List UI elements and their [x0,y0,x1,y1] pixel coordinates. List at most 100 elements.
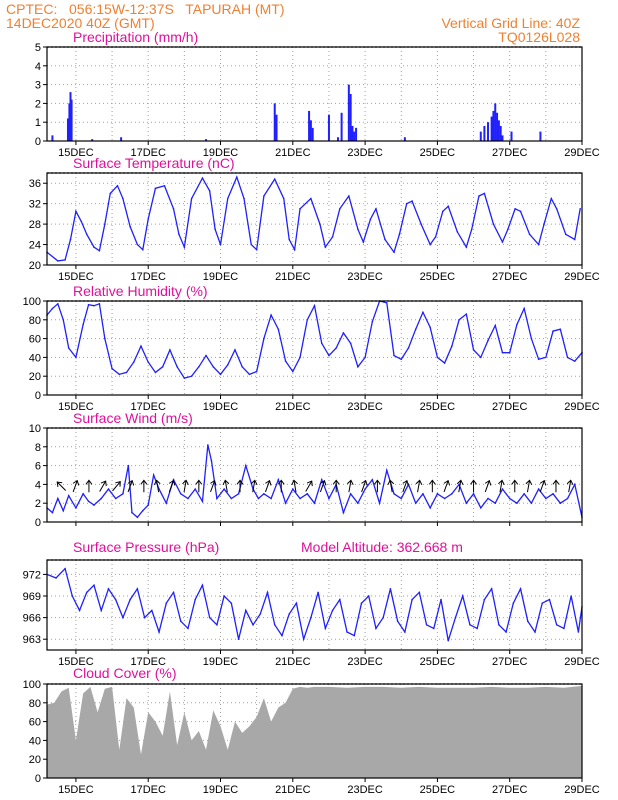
data-point [545,356,547,359]
data-point [169,349,171,351]
wind-arrow [361,479,368,493]
data-point [313,502,316,505]
data-point [51,307,54,310]
data-point [178,233,180,236]
data-point [422,311,424,314]
data-point [241,366,244,368]
data-point [172,591,175,594]
data-point [248,373,251,376]
data-point [563,627,565,630]
precip-bar [205,139,208,141]
wind-arrow-head [387,479,395,486]
data-point [179,493,182,495]
x-tick-label: 29DEC [564,784,600,796]
data-point [299,207,301,210]
wind-arrow-head [140,479,148,485]
precip-bar [70,99,73,141]
precip-bar [353,131,356,141]
x-tick-label: 27DEC [492,147,528,159]
x-tick-label: 15DEC [58,147,94,159]
y-tick-label: 36 [29,178,41,190]
data-point [147,218,150,220]
x-tick-label: 15DEC [58,271,94,283]
precip-bar [308,110,311,141]
data-point [566,356,569,359]
wind-arrow-shaft [417,480,421,493]
data-point [93,504,95,506]
wind-arrow [305,480,313,492]
data-point [530,502,533,505]
wind-arrow [415,479,423,493]
wind-arrow [319,479,327,493]
wind-arrow-shaft [568,480,572,493]
data-point [194,488,197,490]
data-point [447,639,450,642]
data-point [302,638,305,640]
data-point [414,328,417,331]
data-point [208,190,211,192]
data-point [487,339,489,342]
y-tick-label: 0 [35,517,41,529]
data-point [245,609,247,612]
y-tick-label: 2 [35,498,41,510]
wind-arrow-head [511,479,519,485]
x-tick-label: 29DEC [564,271,600,283]
data-point [385,469,388,472]
wind-arrow [566,479,574,493]
x-tick-label: 19DEC [203,656,239,668]
precip-bar [309,120,312,141]
data-point [190,197,193,200]
plot-area [47,428,582,522]
panel-6: 0 20 40 60 80 100 15DEC 17DEC 19DEC 21DEC 23DEC 25D… [23,665,600,796]
wind-arrow-shaft [127,480,133,493]
x-tick-label: 19DEC [203,784,239,796]
data-point [461,595,464,597]
wind-arrow-shaft [361,480,367,493]
x-tick-label: 19DEC [203,147,239,159]
data-point [104,337,106,340]
wind-arrow [153,479,161,493]
data-point [494,502,497,505]
x-tick-label: 17DEC [130,147,166,159]
data-point [292,488,294,490]
y-tick-label: 20 [29,260,41,272]
y-tick-label: 20 [29,754,41,766]
precip-bar [347,84,350,141]
data-point [147,361,150,363]
data-point [393,251,395,254]
data-point [201,177,204,179]
data-point [172,478,175,481]
data-point [64,567,66,570]
data-point [140,345,142,347]
data-point [163,184,166,187]
data-point [255,248,258,251]
data-point [299,356,301,359]
wind-arrow-head [56,481,63,488]
wind-arrow [222,479,230,493]
data-point [190,375,193,378]
data-point [534,631,536,633]
precip-bar [120,137,123,141]
y-tick-label: 6 [35,461,41,473]
data-point [472,349,475,351]
panel-4: 0 2 4 6 8 10 Surface Wind (m/s) [29,410,583,529]
data-point [384,238,386,241]
data-point [573,238,576,241]
data-point [508,351,511,354]
wind-arrow [470,479,477,493]
wind-arrow-shaft [112,481,121,492]
wind-arrow-head [346,479,354,486]
data-point [219,373,222,376]
wind-arrow-head [498,479,505,486]
data-point [472,493,475,495]
y-tick-label: 32 [29,199,41,211]
precip-bar [487,122,490,141]
data-point [400,497,403,500]
data-point [161,366,164,368]
data-point [385,302,388,304]
data-point [51,511,54,514]
wind-arrow-head [236,479,244,485]
data-point [498,624,500,626]
data-point [519,210,522,213]
x-tick-label: 25DEC [420,656,456,668]
